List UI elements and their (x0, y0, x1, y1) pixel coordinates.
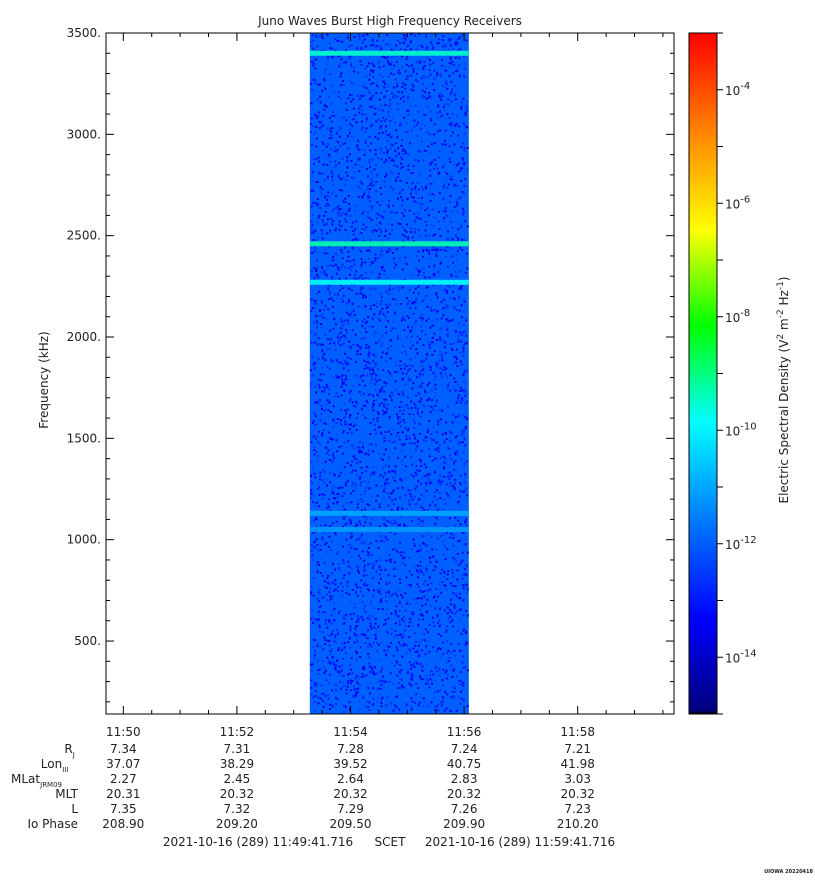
ephemeris-value: 2.45 (224, 772, 251, 786)
footer-start-time: 2021-10-16 (289) 11:49:41.716 (163, 835, 353, 849)
ephemeris-value: 2.83 (451, 772, 478, 786)
ephemeris-label: L (71, 802, 78, 816)
ephemeris-value: 7.28 (337, 742, 364, 756)
ephemeris-value: 7.32 (224, 802, 251, 816)
ephemeris-value: 3.03 (564, 772, 591, 786)
y-axis-label: Frequency (kHz) (37, 331, 51, 428)
ephemeris-value: 39.52 (333, 757, 367, 771)
ephemeris-value: 7.35 (110, 802, 137, 816)
ephemeris-value: 20.31 (106, 787, 140, 801)
ephemeris-value: 209.20 (216, 817, 258, 831)
ephemeris-value: 40.75 (447, 757, 481, 771)
ephemeris-value: 7.21 (564, 742, 591, 756)
ephemeris-row: Io Phase 208.90 209.20 209.50 209.90 210.20 (27, 817, 598, 831)
colorbar (688, 32, 718, 715)
ephemeris-value: 210.20 (557, 817, 599, 831)
spectrogram-noise (309, 33, 469, 713)
plot-frame (105, 32, 675, 715)
ephemeris-value: 2.64 (337, 772, 364, 786)
ephemeris-label: Io Phase (27, 817, 78, 831)
y-tick-label: 3500. (67, 26, 101, 40)
footer-end-time: 2021-10-16 (289) 11:59:41.716 (425, 835, 615, 849)
ephemeris-value: 208.90 (102, 817, 144, 831)
y-tick-label: 500. (74, 634, 101, 648)
ephemeris-value: 41.98 (561, 757, 595, 771)
ephemeris-value: 2.27 (110, 772, 137, 786)
x-tick-label: 11:58 (560, 725, 595, 739)
emission-band (309, 279, 469, 285)
ephemeris-value: 7.31 (224, 742, 251, 756)
ephemeris-value: 20.32 (333, 787, 367, 801)
emission-band (309, 527, 469, 533)
emission-band (309, 50, 469, 56)
ephemeris-value: 209.50 (330, 817, 372, 831)
colorbar-tick-label: 10-8 (725, 308, 750, 325)
ephemeris-value: 7.29 (337, 802, 364, 816)
ephemeris-row: L 7.35 7.32 7.29 7.26 7.23 (71, 802, 591, 816)
colorbar-tick-label: 10-14 (725, 648, 757, 665)
ephemeris-label: LonIII (41, 757, 69, 774)
spectrogram-data-layer (309, 33, 469, 714)
colorbar-tick-label: 10-4 (725, 81, 750, 98)
ephemeris-value: 7.24 (451, 742, 478, 756)
ephemeris-row: MLT 20.31 20.32 20.32 20.32 20.32 (55, 787, 595, 801)
x-tick-label: 11:54 (333, 725, 368, 739)
x-tick-label: 11:50 (106, 725, 141, 739)
ephemeris-table: RJ 7.34 7.31 7.28 7.24 7.21 LonIII 37.07 38.29 39… (11, 742, 599, 831)
ephemeris-value: 20.32 (447, 787, 481, 801)
version-stamp: UIOWA 20220418 (764, 869, 813, 875)
colorbar-tick-label: 10-10 (725, 421, 757, 438)
ephemeris-value: 20.32 (561, 787, 595, 801)
y-tick-label: 2000. (67, 330, 101, 344)
y-axis: 500. 1000. 1500. 2000. 2500. 3000. 3500. (67, 26, 674, 703)
ephemeris-row: MLatJRM09 2.27 2.45 2.64 2.83 3.03 (11, 772, 591, 789)
ephemeris-row: LonIII 37.07 38.29 39.52 40.75 41.98 (41, 757, 595, 774)
colorbar-label: Electric Spectral Density (V2 m-2 Hz-1) (776, 276, 791, 503)
colorbar-tick-label: 10-6 (725, 194, 750, 211)
ephemeris-value: 7.23 (564, 802, 591, 816)
y-tick-label: 2500. (67, 229, 101, 243)
footer-scet-label: SCET (375, 835, 407, 849)
ephemeris-value: 7.26 (451, 802, 478, 816)
y-tick-label: 3000. (67, 127, 101, 141)
ephemeris-label: MLT (55, 787, 78, 801)
x-axis: 11:50 11:52 11:54 11:56 11:58 (106, 33, 664, 739)
ephemeris-value: 37.07 (106, 757, 140, 771)
ephemeris-value: 209.90 (443, 817, 485, 831)
colorbar-axis: 10-4 10-6 10-8 10-10 10-12 10-14 (717, 32, 757, 715)
colorbar-tick-label: 10-12 (725, 535, 757, 552)
x-tick-label: 11:56 (447, 725, 482, 739)
emission-band (309, 510, 469, 516)
x-tick-label: 11:52 (220, 725, 255, 739)
ephemeris-label: RJ (64, 742, 74, 759)
chart-title: Juno Waves Burst High Frequency Receiver… (257, 14, 522, 28)
y-tick-label: 1500. (67, 431, 101, 445)
ephemeris-value: 38.29 (220, 757, 254, 771)
emission-band (309, 241, 469, 247)
ephemeris-row: RJ 7.34 7.31 7.28 7.24 7.21 (64, 742, 591, 759)
ephemeris-value: 7.34 (110, 742, 137, 756)
y-tick-label: 1000. (67, 533, 101, 547)
ephemeris-value: 20.32 (220, 787, 254, 801)
